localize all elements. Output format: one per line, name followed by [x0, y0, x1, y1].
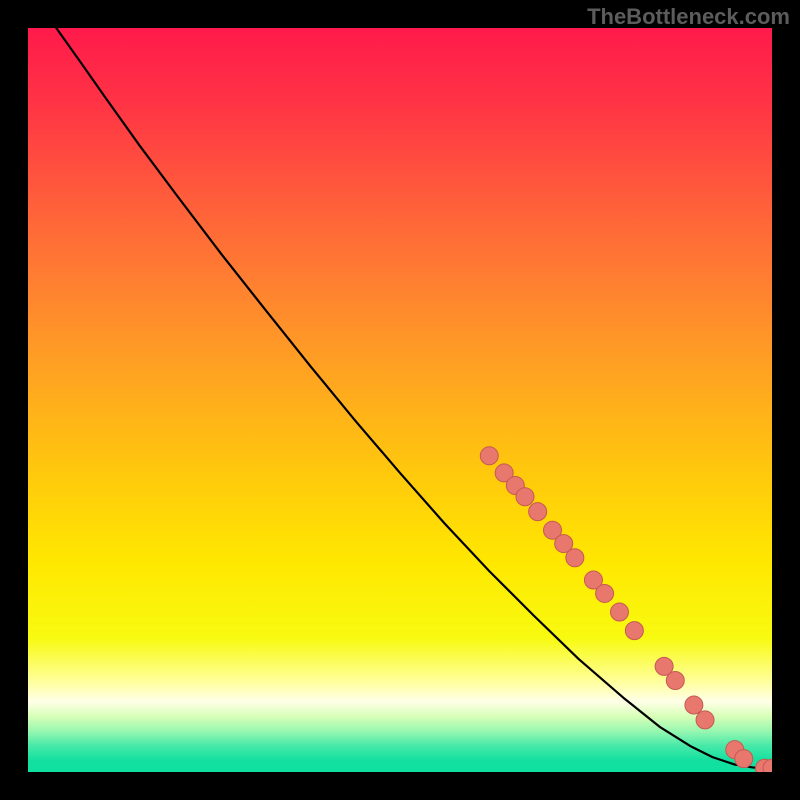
data-marker — [566, 549, 584, 567]
data-marker — [610, 603, 628, 621]
data-marker — [696, 711, 714, 729]
watermark-text: TheBottleneck.com — [587, 4, 790, 30]
chart-frame: TheBottleneck.com — [0, 0, 800, 800]
plot-area — [28, 28, 772, 772]
data-marker — [516, 488, 534, 506]
data-marker — [666, 671, 684, 689]
data-marker — [596, 584, 614, 602]
data-marker — [529, 503, 547, 521]
data-marker — [625, 622, 643, 640]
data-marker — [480, 447, 498, 465]
chart-svg — [28, 28, 772, 772]
data-marker — [735, 750, 753, 768]
data-marker — [685, 696, 703, 714]
